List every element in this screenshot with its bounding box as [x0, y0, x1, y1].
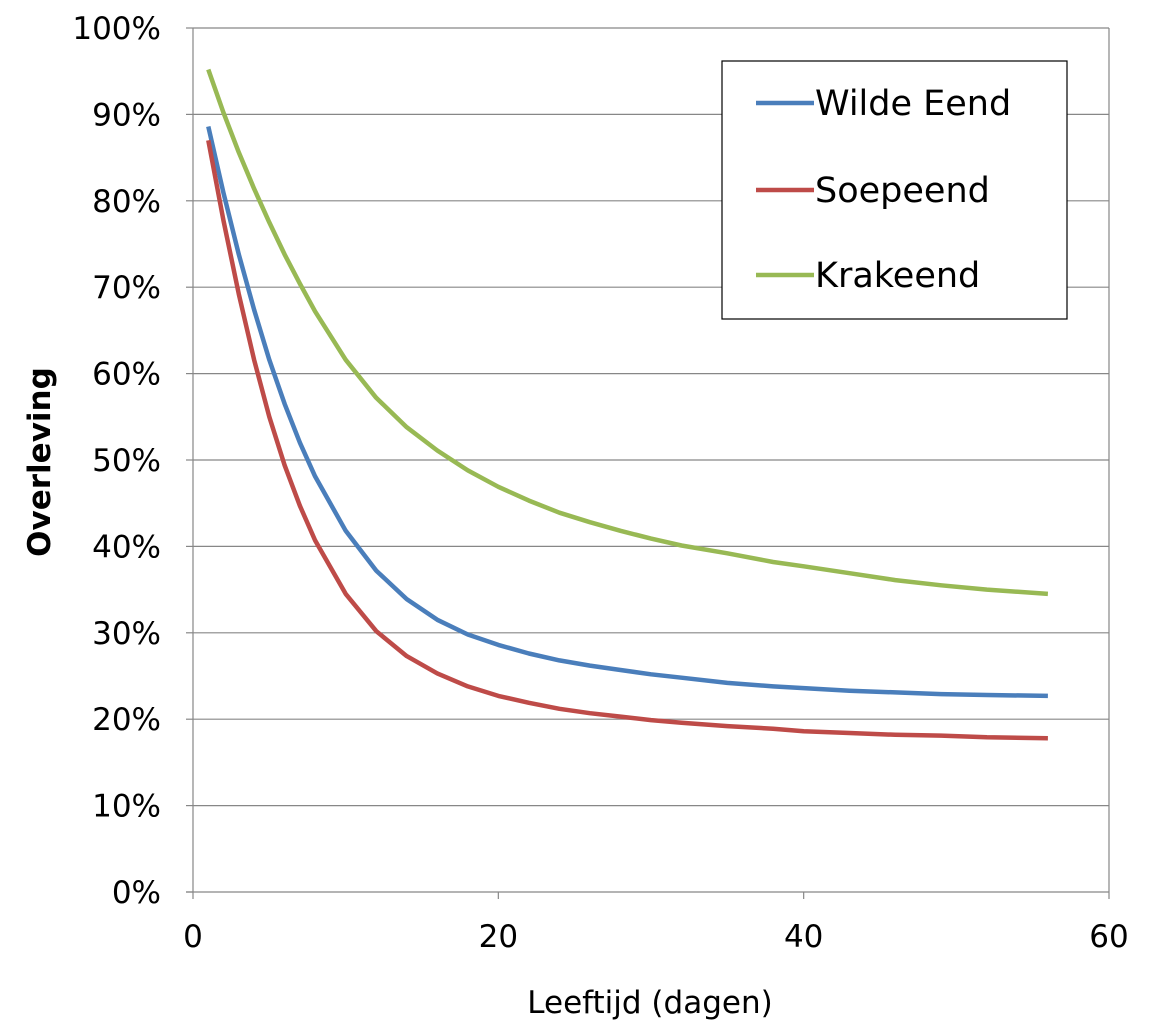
- y-tick-label: 10%: [92, 789, 161, 825]
- y-tick-label: 90%: [92, 97, 161, 133]
- x-tick-label: 20: [479, 919, 518, 955]
- y-tick-label: 40%: [92, 529, 161, 565]
- y-tick-label: 0%: [112, 875, 161, 911]
- y-tick-label: 80%: [92, 184, 161, 220]
- grid-lines: [193, 27, 1109, 807]
- series-line-soepeend: [206, 139, 1048, 741]
- y-tick-label: 60%: [92, 357, 161, 393]
- x-tick-label: 60: [1089, 919, 1128, 955]
- x-tick-label: 40: [784, 919, 823, 955]
- series-lines: [206, 68, 1049, 741]
- series-line-krakeend: [206, 68, 1049, 597]
- series-line-wilde-eend: [206, 125, 1048, 699]
- legend-label: Soepeend: [815, 171, 990, 211]
- y-tick-label: 20%: [92, 702, 161, 738]
- axes: [186, 27, 1110, 899]
- legend-label: Wilde Eend: [815, 84, 1011, 124]
- y-tick-label: 70%: [92, 270, 161, 306]
- x-axis-title: Leeftijd (dagen): [527, 985, 772, 1021]
- y-tick-label: 100%: [72, 11, 161, 47]
- x-tick-label: 0: [183, 919, 203, 955]
- legend-label: Krakeend: [815, 256, 980, 296]
- tick-labels: 0% 10% 20% 30% 40% 50% 60% 70% 80% 90% 100% 0 20 40 60: [72, 11, 1128, 955]
- legend: Wilde Eend Soepeend Krakeend: [721, 60, 1068, 320]
- y-tick-label: 50%: [92, 443, 161, 479]
- y-axis-title: Overleving: [22, 367, 58, 557]
- y-tick-label: 30%: [92, 616, 161, 652]
